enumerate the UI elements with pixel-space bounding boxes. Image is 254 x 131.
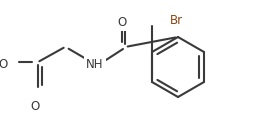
Text: O: O xyxy=(117,16,127,29)
Text: NH: NH xyxy=(86,59,104,72)
Text: Br: Br xyxy=(169,14,183,27)
Text: O: O xyxy=(0,59,8,72)
Text: O: O xyxy=(30,100,40,113)
